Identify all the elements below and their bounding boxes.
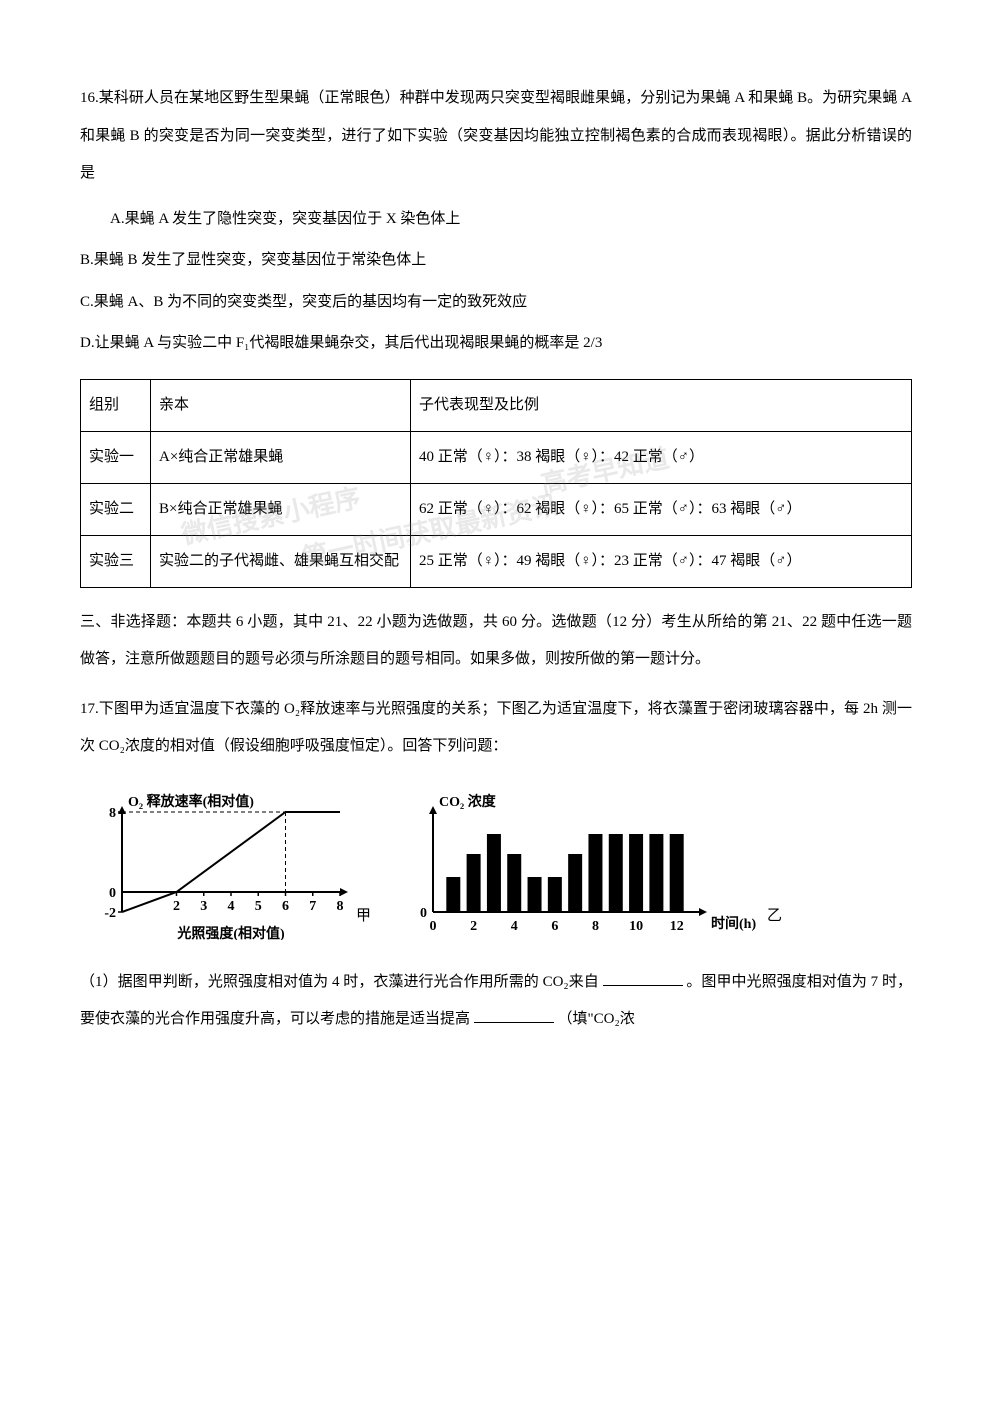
chart-a-wrap: -2 0 8 2 3 4 5 6 7 8 O₂ 释放速率(相对值) 光照强度(相对值) 甲 [80, 790, 371, 940]
svg-text:2: 2 [470, 919, 477, 934]
svg-text:10: 10 [629, 919, 643, 934]
svg-text:O₂ 释放速率(相对值): O₂ 释放速率(相对值) [128, 793, 254, 810]
svg-text:CO₂ 浓度: CO₂ 浓度 [439, 793, 497, 810]
fill-blank[interactable] [603, 971, 683, 986]
th-offspring: 子代表现型及比例 [411, 379, 912, 431]
svg-text:2: 2 [173, 899, 180, 914]
q17-sub1-text-a: （1）据图甲判断，光照强度相对值为 4 时，衣藻进行光合作用所需的 CO₂来自 [80, 974, 599, 990]
svg-text:4: 4 [228, 899, 235, 914]
cell-offspring: 40 正常（♀）：38 褐眼（♀）：42 正常（♂） [411, 431, 912, 483]
svg-text:0: 0 [430, 919, 437, 934]
svg-text:时间(h): 时间(h) [711, 915, 756, 932]
chart-a-label: 甲 [356, 898, 371, 940]
chart-b: 0 2 4 6 8 10 12 0 CO₂ 浓度时间(h) [401, 790, 761, 940]
th-group: 组别 [81, 379, 151, 431]
svg-text:7: 7 [309, 899, 316, 914]
th-parent: 亲本 [151, 379, 411, 431]
table-row: 实验三 实验二的子代褐雌、雄果蝇互相交配 25 正常（♀）：49 褐眼（♀）：2… [81, 535, 912, 587]
cell-parent: A×纯合正常雄果蝇 [151, 431, 411, 483]
svg-text:-2: -2 [104, 906, 116, 921]
chart-b-wrap: 0 2 4 6 8 10 12 0 CO₂ 浓度时间(h) 乙 [401, 790, 782, 940]
table-row: 实验一 A×纯合正常雄果蝇 40 正常（♀）：38 褐眼（♀）：42 正常（♂） [81, 431, 912, 483]
svg-text:8: 8 [592, 919, 599, 934]
cell-group: 实验一 [81, 431, 151, 483]
table-row: 实验二 B×纯合正常雄果蝇 62 正常（♀）：62 褐眼（♀）：65 正常（♂）… [81, 483, 912, 535]
cell-parent: 实验二的子代褐雌、雄果蝇互相交配 [151, 535, 411, 587]
q16-option-c: C.果蝇 A、B 为不同的突变类型，突变后的基因均有一定的致死效应 [80, 284, 912, 322]
svg-text:0: 0 [109, 886, 116, 901]
cell-group: 实验二 [81, 483, 151, 535]
experiment-table: 组别 亲本 子代表现型及比例 实验一 A×纯合正常雄果蝇 40 正常（♀）：38… [80, 379, 912, 588]
svg-text:6: 6 [282, 899, 289, 914]
svg-text:5: 5 [255, 899, 262, 914]
q17-sub1: （1）据图甲判断，光照强度相对值为 4 时，衣藻进行光合作用所需的 CO₂来自 … [80, 964, 912, 1039]
q17-stem: 17.下图甲为适宜温度下衣藻的 O₂释放速率与光照强度的关系；下图乙为适宜温度下… [80, 691, 912, 766]
q16-stem: 16.某科研人员在某地区野生型果蝇（正常眼色）种群中发现两只突变型褐眼雌果蝇，分… [80, 80, 912, 193]
table-header-row: 组别 亲本 子代表现型及比例 [81, 379, 912, 431]
svg-text:8: 8 [337, 899, 344, 914]
q16-option-d: D.让果蝇 A 与实验二中 F₁代褐眼雄果蝇杂交，其后代出现褐眼果蝇的概率是 2… [80, 325, 912, 363]
q17-sub1-text-c: （填"CO₂浓 [558, 1011, 635, 1027]
charts-row: -2 0 8 2 3 4 5 6 7 8 O₂ 释放速率(相对值) 光照强度(相对值) 甲 0 2 4 6 8… [80, 790, 912, 940]
chart-a: -2 0 8 2 3 4 5 6 7 8 O₂ 释放速率(相对值) 光照强度(相对值) [80, 790, 350, 940]
cell-parent: B×纯合正常雄果蝇 [151, 483, 411, 535]
svg-text:6: 6 [551, 919, 558, 934]
svg-text:光照强度(相对值): 光照强度(相对值) [176, 925, 285, 940]
cell-offspring: 62 正常（♀）：62 褐眼（♀）：65 正常（♂）：63 褐眼（♂） [411, 483, 912, 535]
cell-offspring: 25 正常（♀）：49 褐眼（♀）：23 正常（♂）：47 褐眼（♂） [411, 535, 912, 587]
svg-text:0: 0 [420, 906, 427, 921]
cell-group: 实验三 [81, 535, 151, 587]
section-3-header: 三、非选择题：本题共 6 小题，其中 21、22 小题为选做题，共 60 分。选… [80, 604, 912, 679]
svg-text:4: 4 [511, 919, 518, 934]
fill-blank[interactable] [474, 1008, 554, 1023]
svg-text:12: 12 [670, 919, 684, 934]
q16-option-a: A.果蝇 A 发生了隐性突变，突变基因位于 X 染色体上 [80, 201, 912, 239]
svg-text:3: 3 [200, 899, 207, 914]
svg-text:8: 8 [109, 806, 116, 821]
q16-option-b: B.果蝇 B 发生了显性突变，突变基因位于常染色体上 [80, 242, 912, 280]
chart-b-label: 乙 [767, 898, 782, 940]
